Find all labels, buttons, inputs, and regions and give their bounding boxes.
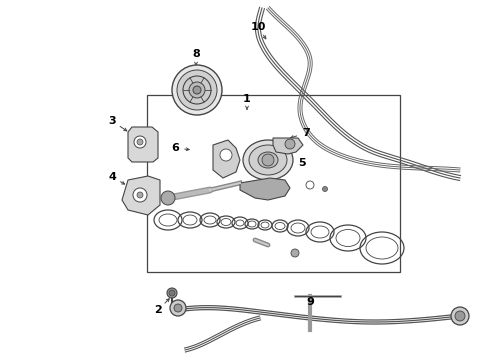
Circle shape: [170, 300, 186, 316]
Circle shape: [220, 149, 232, 161]
Ellipse shape: [258, 152, 278, 168]
Text: 9: 9: [306, 297, 314, 307]
Text: 4: 4: [108, 172, 116, 182]
Circle shape: [177, 70, 217, 110]
Text: 7: 7: [302, 128, 310, 138]
Circle shape: [291, 249, 299, 257]
Circle shape: [137, 192, 143, 198]
Polygon shape: [122, 176, 160, 215]
Text: 2: 2: [154, 305, 162, 315]
Polygon shape: [128, 127, 158, 162]
Circle shape: [193, 86, 201, 94]
Bar: [147, 95, 400, 272]
Text: 6: 6: [171, 143, 179, 153]
Ellipse shape: [243, 140, 293, 180]
Circle shape: [137, 139, 143, 145]
Polygon shape: [240, 178, 290, 200]
Circle shape: [134, 136, 146, 148]
Circle shape: [262, 154, 274, 166]
Text: 1: 1: [243, 94, 251, 104]
Circle shape: [322, 186, 327, 192]
Circle shape: [455, 311, 465, 321]
Circle shape: [133, 188, 147, 202]
Ellipse shape: [249, 145, 287, 175]
Circle shape: [285, 139, 295, 149]
Text: 5: 5: [298, 158, 306, 168]
Circle shape: [169, 290, 175, 296]
Polygon shape: [273, 138, 303, 154]
Text: 3: 3: [108, 116, 116, 126]
Circle shape: [174, 304, 182, 312]
Circle shape: [172, 65, 222, 115]
Circle shape: [167, 288, 177, 298]
Circle shape: [183, 76, 211, 104]
Text: 10: 10: [250, 22, 266, 32]
Circle shape: [451, 307, 469, 325]
Text: 8: 8: [192, 49, 200, 59]
Polygon shape: [213, 140, 240, 178]
Circle shape: [306, 181, 314, 189]
Circle shape: [189, 82, 205, 98]
Circle shape: [161, 191, 175, 205]
